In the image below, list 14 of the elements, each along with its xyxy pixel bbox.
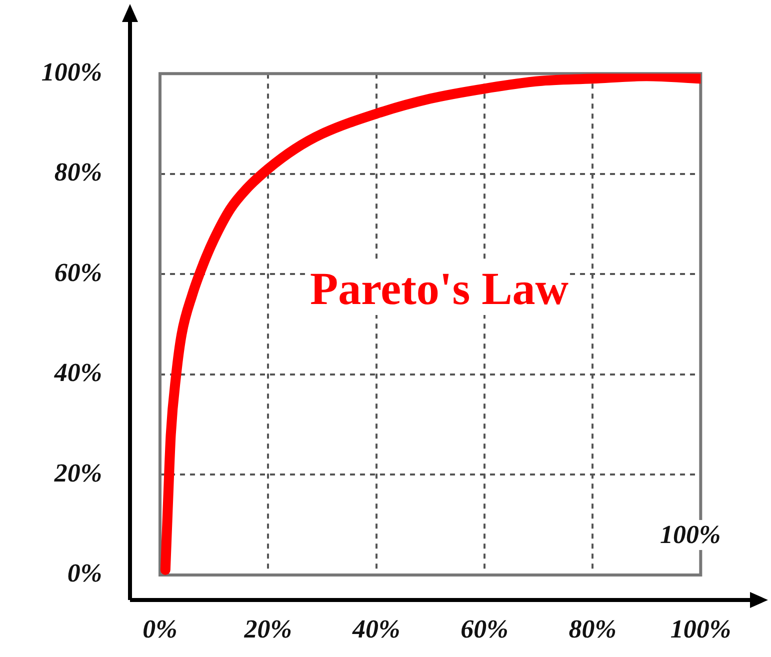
annotation: 100% [660,520,721,550]
y-tick-label: 100% [41,57,102,86]
x-tick-label: 80% [568,614,616,644]
y-tick-label: 20% [53,458,102,488]
x-tick-label: 100% [670,614,732,644]
y-tick-label: 80% [54,158,102,187]
x-tick-label: 0% [142,614,178,644]
y-tick-label: 0% [67,558,102,588]
x-tick-label: 60% [460,614,508,644]
annotation: Pareto's Law [310,262,569,315]
y-tick-label: 40% [53,358,102,388]
y-tick-label: 60% [54,258,102,287]
x-tick-label: 20% [243,614,292,644]
x-tick-label: 40% [351,614,400,644]
